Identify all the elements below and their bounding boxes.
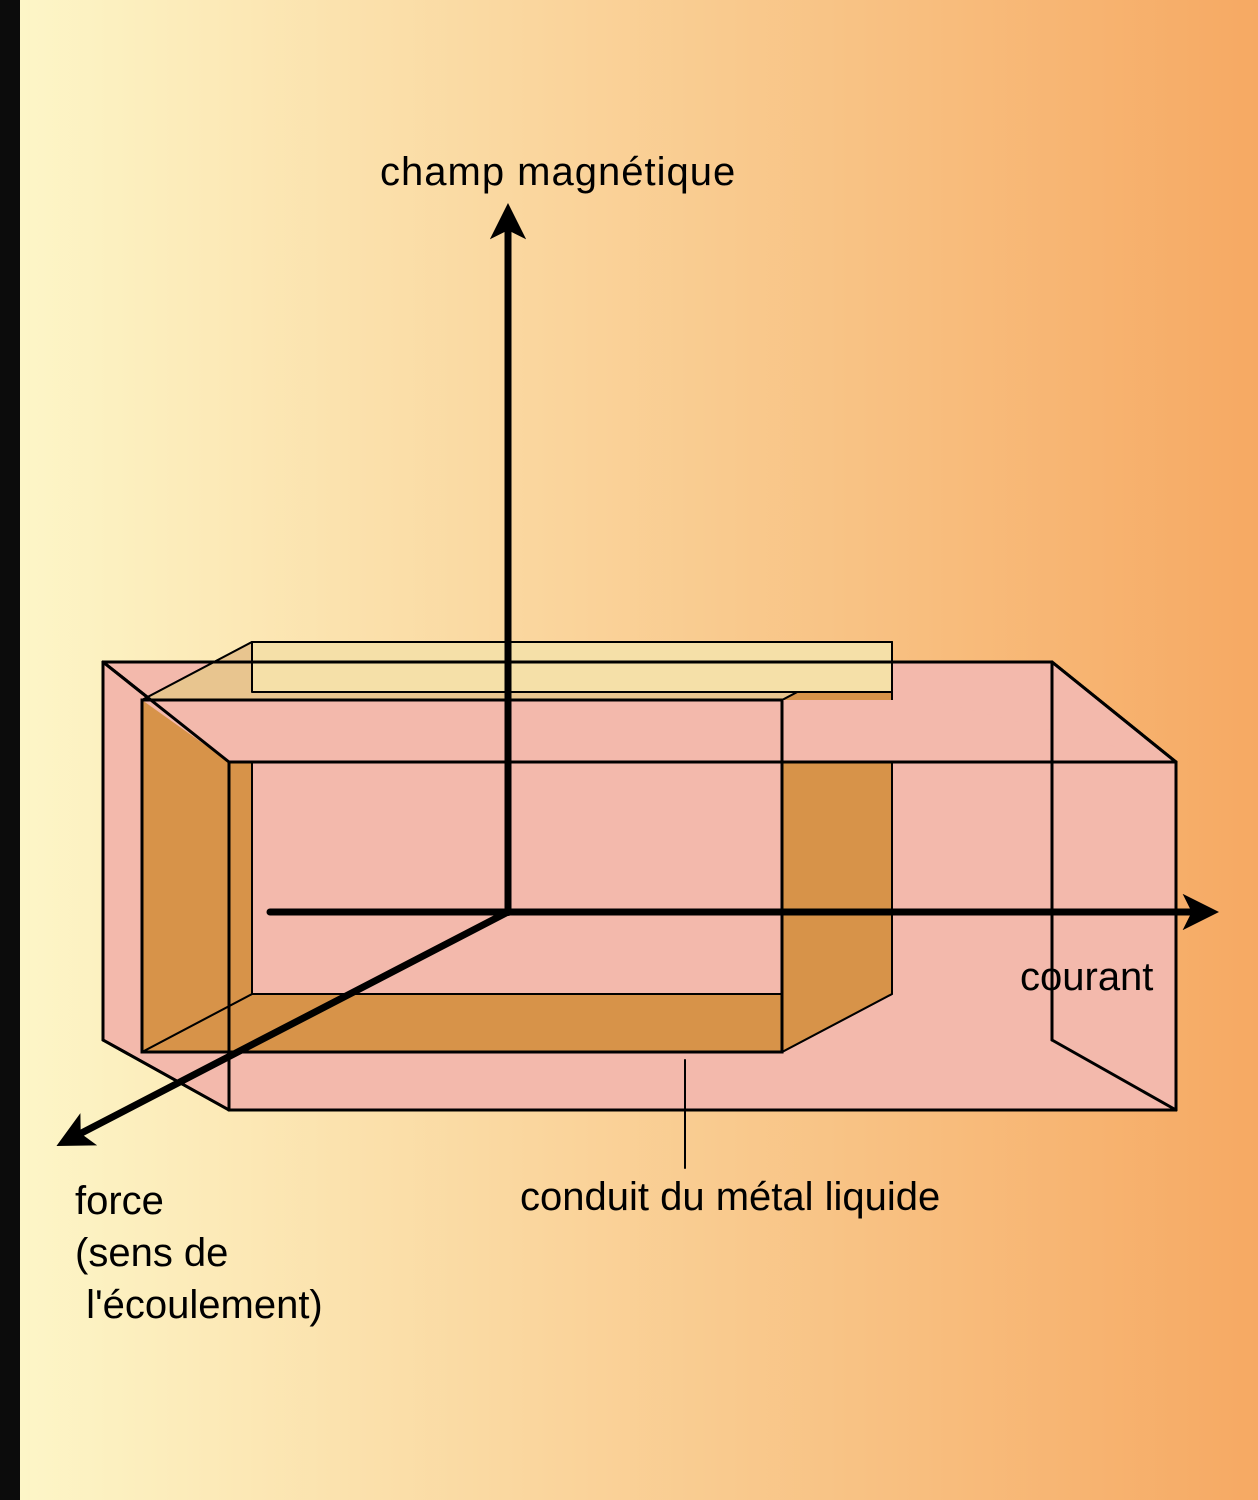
label-magnetic-field: champ magnétique <box>380 150 736 195</box>
label-conduit: conduit du métal liquide <box>520 1175 940 1220</box>
label-force: force (sens de l'écoulement) <box>75 1175 323 1331</box>
label-current: courant <box>1020 955 1153 1000</box>
diagram-canvas: champ magnétique courant force (sens de … <box>0 0 1258 1500</box>
